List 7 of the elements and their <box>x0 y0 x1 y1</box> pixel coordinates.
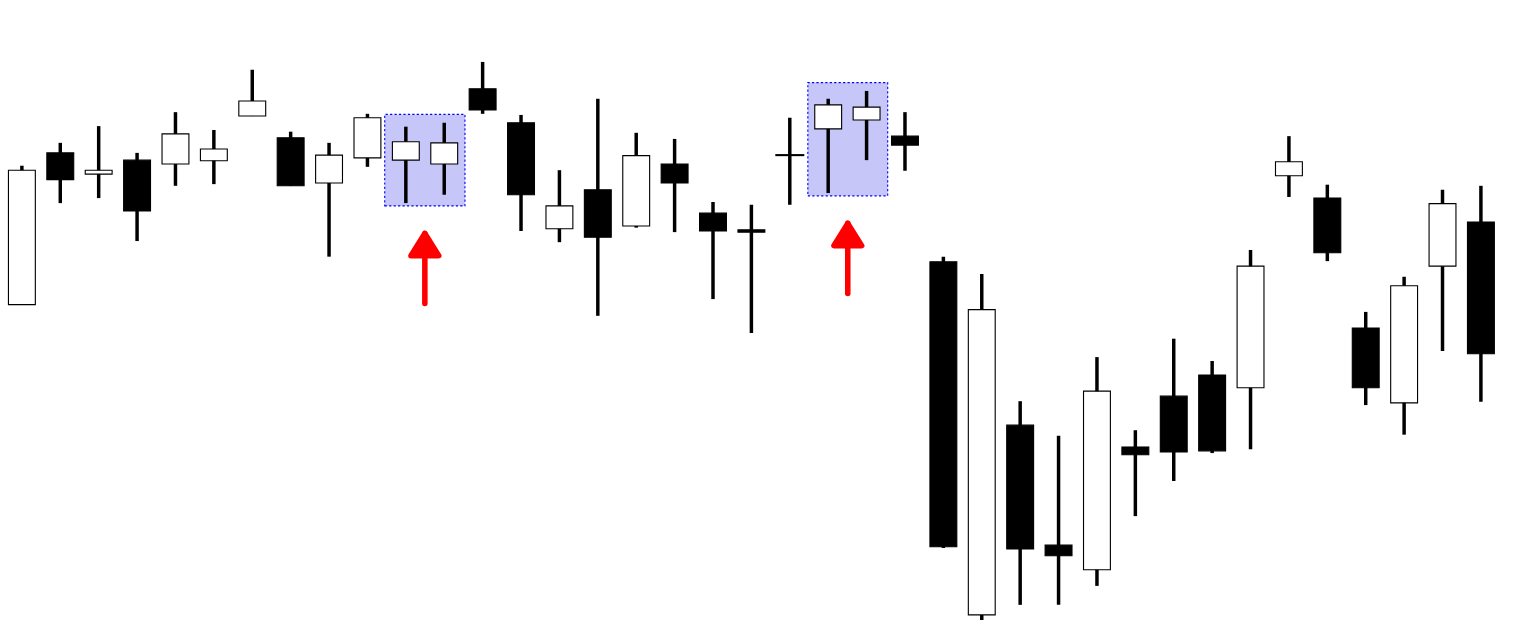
candlestick <box>890 112 919 171</box>
candlestick <box>737 204 766 334</box>
candlestick <box>1121 430 1150 518</box>
candlestick <box>84 126 113 200</box>
candlestick <box>775 117 805 205</box>
candlestick <box>199 130 228 186</box>
candlestick <box>1044 435 1073 605</box>
